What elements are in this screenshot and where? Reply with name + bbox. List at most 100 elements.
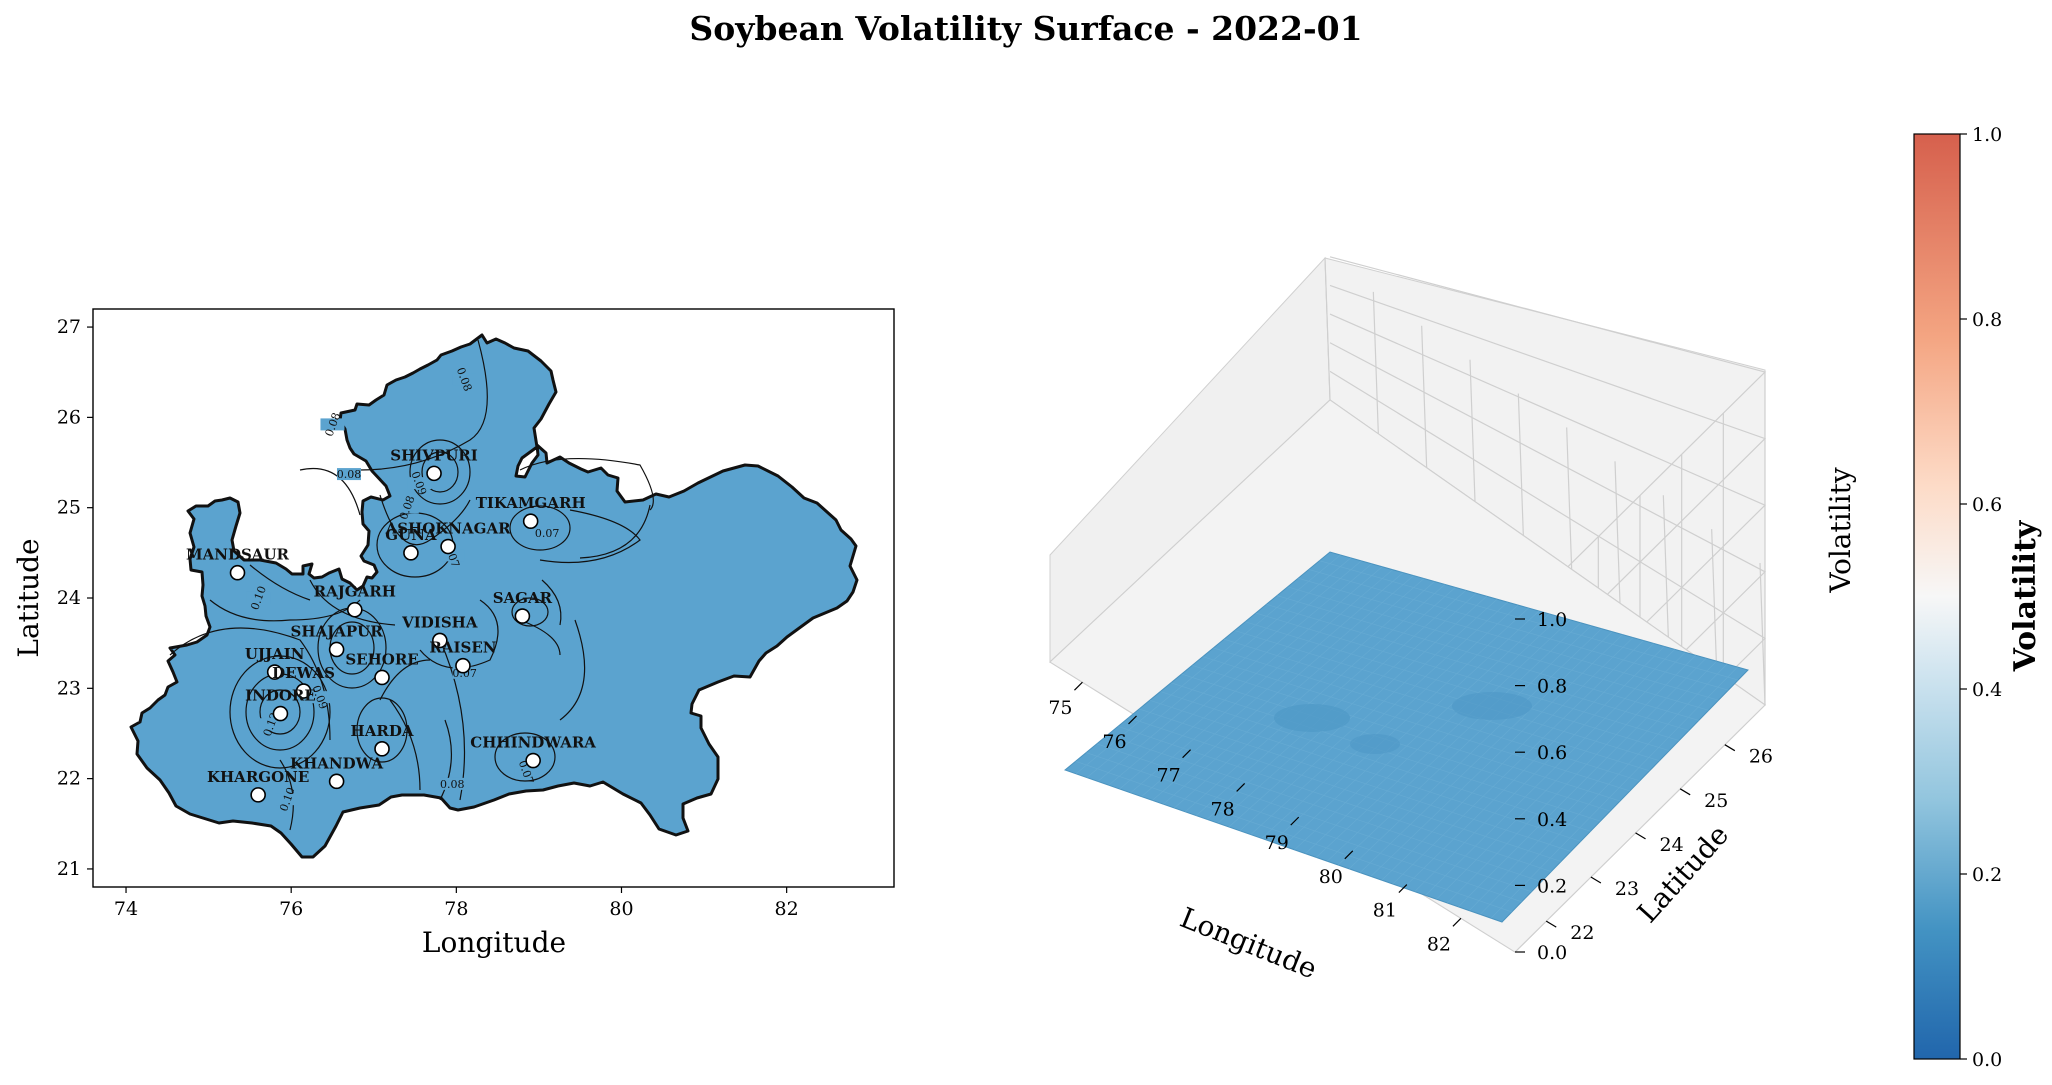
city-label: SEHORE	[345, 650, 418, 668]
surface-x-tick-label: 75	[1048, 697, 1072, 719]
surface-x-tick-mark	[1398, 884, 1408, 893]
contour-label-bg	[407, 477, 432, 490]
city-label: KHANDWA	[290, 754, 383, 772]
contour-label-bg	[246, 591, 271, 604]
surface-x-tick-mark	[1128, 715, 1137, 725]
surface-mesh-line	[1294, 613, 1550, 851]
surface-mesh-line	[1192, 665, 1621, 802]
contour-map-panel: 0.080.080.080.090.080.070.070.100.070.09…	[12, 308, 895, 959]
surface-y-tick-label: 22	[1570, 922, 1594, 944]
surface-3d-panel: 75 76 77 78 79 80 81 82 22 23 24 25 26 0.0 0.2 0.4 0.6…	[1048, 256, 1857, 986]
surface-mesh-line	[1359, 631, 1613, 873]
colorbar-tick-label: 0.8	[1972, 309, 2002, 331]
colorbar-tick-label: 0.0	[1972, 1049, 2002, 1071]
surface-z-tick-label: 0.8	[1537, 676, 1567, 698]
city-marker	[272, 705, 289, 722]
state-boundary	[129, 333, 859, 859]
surface-mesh-line	[1266, 604, 1690, 731]
city-label: VIDISHA	[401, 613, 478, 631]
surface-x-tick-label: 78	[1211, 798, 1235, 820]
figure-title: Soybean Volatility Surface - 2022-01	[689, 9, 1362, 48]
surface-y-tick-label: 26	[1749, 746, 1773, 768]
city-label: CHHINDWARA	[470, 734, 596, 752]
map-x-tick-label: 82	[775, 898, 799, 920]
city-marker	[432, 632, 448, 649]
wall-grid-line	[1614, 461, 1621, 604]
surface-x-tick-mark	[1290, 816, 1300, 826]
wall-grid-line	[1324, 257, 1331, 401]
colorbar-tick-label: 1.0	[1972, 124, 2002, 146]
surface-mesh-line	[1213, 647, 1640, 782]
surface-mesh-line	[1250, 601, 1508, 835]
map-y-ticks: 21 22 23 24 25 26 27	[57, 316, 93, 880]
surface-mesh-line	[1370, 634, 1623, 877]
map-x-tick-label: 80	[609, 898, 633, 920]
colorbar: 0.0 0.2 0.4 0.6 0.8 1.0 Volatility	[1913, 124, 2043, 1071]
city-label: ASHOKNAGAR	[385, 520, 512, 538]
map-x-tick-label: 76	[279, 898, 303, 920]
surface-mesh-line	[1139, 708, 1571, 852]
surface-y-tick-mark	[1679, 788, 1691, 796]
surface-mesh-line	[1108, 563, 1372, 786]
surface-mesh-line	[1202, 656, 1631, 792]
surface-mesh-line	[1403, 643, 1655, 889]
surface-x-tick-label: 76	[1102, 731, 1126, 753]
surface-mesh-line	[1308, 569, 1729, 691]
wall-grid-line	[1329, 256, 1767, 620]
surface-mesh-line	[1086, 752, 1522, 903]
surface-x-tick-mark	[1074, 681, 1083, 691]
surface-x-axis-label: Longitude	[1176, 901, 1322, 986]
surface-mesh-line	[1075, 760, 1512, 913]
surface-y-tick-mark	[1635, 832, 1646, 840]
surface-mesh-line	[1096, 743, 1532, 893]
map-y-tick-label: 21	[57, 858, 81, 880]
surface-mesh-line	[1149, 699, 1581, 842]
surface-mesh-line	[1206, 590, 1467, 820]
surface-y-tick-mark	[1724, 744, 1736, 752]
city-label: GUNA	[385, 526, 437, 544]
surface-mesh-line	[1287, 586, 1709, 711]
city-marker	[374, 741, 390, 757]
surface-mesh-line	[1239, 598, 1498, 832]
surface-y-tick-label: 23	[1615, 878, 1639, 900]
surface-mesh-line	[1107, 734, 1542, 882]
surface-mesh-line	[1255, 612, 1680, 741]
wall-grid-line	[1711, 529, 1718, 672]
surface-y-tick-mark	[1545, 920, 1557, 928]
city-label: RAJGARH	[314, 583, 396, 601]
city-label: SHAJAPUR	[290, 622, 383, 640]
colorbar-tick-label: 0.6	[1972, 494, 2002, 516]
contour-label-bg	[258, 718, 283, 731]
contour-label-bg	[275, 793, 300, 806]
surface-mesh-line	[1086, 557, 1352, 778]
surface-mesh-line	[1160, 691, 1591, 832]
surface-mesh-line	[1414, 646, 1665, 892]
surface-x-tick-mark	[1452, 917, 1462, 927]
surface-x-tick-mark	[1236, 782, 1246, 792]
wall-grid-line	[1566, 427, 1573, 570]
colorbar-tick-label: 0.2	[1972, 864, 2002, 886]
city-label: SHIVPURI	[390, 446, 478, 464]
surface-mesh-line	[1217, 593, 1477, 824]
wall-grid-line	[1421, 325, 1428, 468]
surface-mesh-line	[1128, 717, 1562, 862]
city-marker	[403, 545, 419, 561]
contour-label: 0.07	[535, 527, 560, 540]
surface-dip	[1452, 692, 1532, 720]
map-y-tick-label: 23	[57, 677, 81, 699]
surface-mesh-line	[1174, 581, 1435, 809]
contour-lines	[169, 339, 654, 831]
city-label: RAISEN	[429, 639, 496, 657]
surface-mesh-line	[1245, 621, 1670, 751]
contour-label: 0.08	[440, 778, 465, 791]
wall-grid-line	[1469, 359, 1476, 502]
colorbar-gradient	[1913, 133, 1961, 1060]
surface-x-tick-label: 81	[1373, 900, 1397, 922]
contour-label-bg	[452, 373, 477, 386]
map-y-tick-label: 25	[57, 497, 81, 519]
surface-mesh-line	[1163, 578, 1425, 805]
surface-x-tick-mark	[1182, 749, 1192, 759]
surface-mesh-line	[1381, 637, 1634, 881]
surface-z-tick-label: 0.4	[1537, 809, 1567, 831]
map-x-tick-label: 78	[444, 898, 468, 920]
